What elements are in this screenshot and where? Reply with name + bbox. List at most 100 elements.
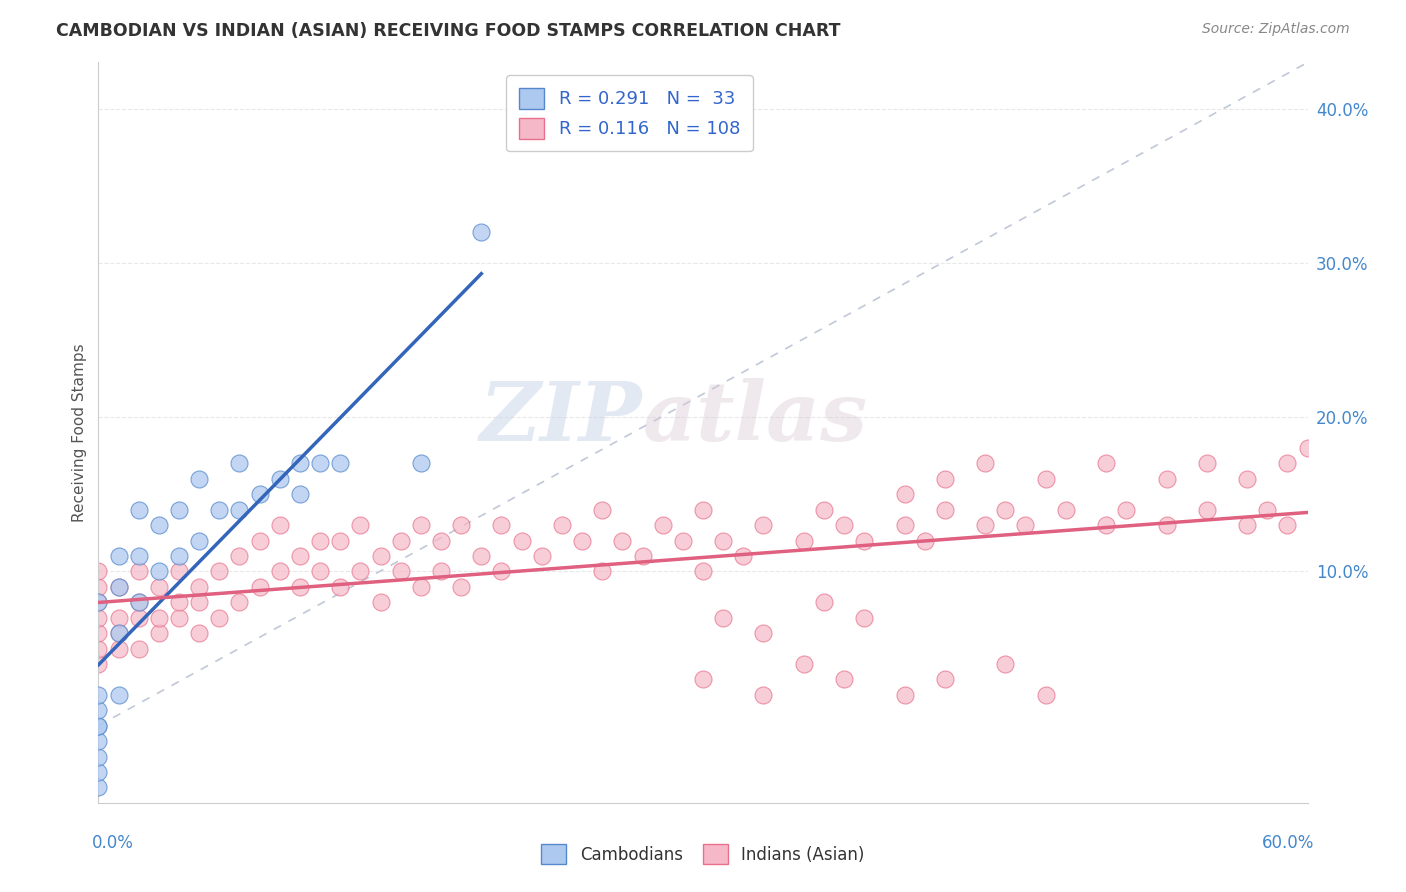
Point (1296, 441, 1319, 455)
Point (370, 595, 392, 609)
Point (228, 502, 250, 516)
Point (288, 549, 311, 563)
Point (571, 533, 593, 548)
Point (1277, 518, 1299, 533)
Point (167, 610, 190, 624)
Point (107, 626, 129, 640)
Legend: Cambodians, Indians (Asian): Cambodians, Indians (Asian) (534, 838, 872, 871)
Point (832, 518, 855, 533)
Point (228, 457, 250, 471)
Point (1236, 472, 1258, 486)
Point (994, 502, 1017, 516)
Point (128, 595, 150, 609)
Point (208, 565, 231, 579)
Point (107, 580, 129, 594)
Point (1277, 457, 1299, 471)
Point (974, 457, 997, 471)
Point (832, 673, 855, 687)
Point (87, 610, 110, 624)
Point (934, 673, 956, 687)
Text: 60.0%: 60.0% (1263, 834, 1315, 852)
Point (87, 780, 110, 795)
Point (1035, 472, 1057, 486)
Point (1195, 457, 1218, 471)
Point (167, 549, 190, 563)
Point (269, 472, 291, 486)
Point (349, 565, 371, 579)
Point (87, 641, 110, 656)
Point (249, 533, 271, 548)
Point (228, 595, 250, 609)
Point (148, 580, 170, 594)
Point (853, 533, 876, 548)
Point (1035, 688, 1057, 702)
Point (128, 502, 150, 516)
Point (107, 688, 129, 702)
Point (87, 734, 110, 748)
Text: ZIP: ZIP (479, 378, 643, 458)
Point (752, 518, 775, 533)
Point (167, 502, 190, 516)
Text: CAMBODIAN VS INDIAN (ASIAN) RECEIVING FOOD STAMPS CORRELATION CHART: CAMBODIAN VS INDIAN (ASIAN) RECEIVING FO… (56, 22, 841, 40)
Point (551, 518, 574, 533)
Point (1256, 502, 1278, 516)
Point (188, 595, 211, 609)
Point (893, 518, 915, 533)
Point (329, 533, 352, 548)
Point (893, 688, 915, 702)
Point (591, 565, 613, 579)
Point (148, 610, 170, 624)
Point (87, 595, 110, 609)
Point (228, 549, 250, 563)
Point (711, 610, 734, 624)
Point (329, 580, 352, 594)
Point (87, 719, 110, 733)
Point (631, 549, 654, 563)
Point (974, 518, 997, 533)
Point (329, 457, 352, 471)
Point (107, 626, 129, 640)
Point (167, 595, 190, 609)
Point (87, 626, 110, 640)
Point (470, 549, 492, 563)
Point (148, 626, 170, 640)
Point (853, 610, 876, 624)
Point (87, 703, 110, 717)
Point (87, 688, 110, 702)
Point (470, 225, 492, 239)
Point (288, 487, 311, 501)
Point (87, 595, 110, 609)
Point (430, 565, 453, 579)
Point (1095, 457, 1118, 471)
Point (148, 565, 170, 579)
Point (752, 688, 775, 702)
Legend: R = 0.291   N =  33, R = 0.116   N = 108: R = 0.291 N = 33, R = 0.116 N = 108 (506, 75, 752, 151)
Point (389, 565, 412, 579)
Point (148, 518, 170, 533)
Point (208, 502, 231, 516)
Point (208, 610, 231, 624)
Point (1195, 502, 1218, 516)
Point (128, 610, 150, 624)
Point (752, 626, 775, 640)
Point (107, 580, 129, 594)
Point (1236, 518, 1258, 533)
Point (672, 533, 695, 548)
Point (1054, 502, 1077, 516)
Point (733, 549, 755, 563)
Point (409, 457, 432, 471)
Point (793, 657, 815, 671)
Point (349, 518, 371, 533)
Point (591, 502, 613, 516)
Point (188, 472, 211, 486)
Point (188, 580, 211, 594)
Point (651, 518, 673, 533)
Point (450, 580, 472, 594)
Point (813, 502, 835, 516)
Point (450, 518, 472, 533)
Point (692, 565, 714, 579)
Point (793, 533, 815, 548)
Point (934, 472, 956, 486)
Point (1095, 518, 1118, 533)
Point (934, 502, 956, 516)
